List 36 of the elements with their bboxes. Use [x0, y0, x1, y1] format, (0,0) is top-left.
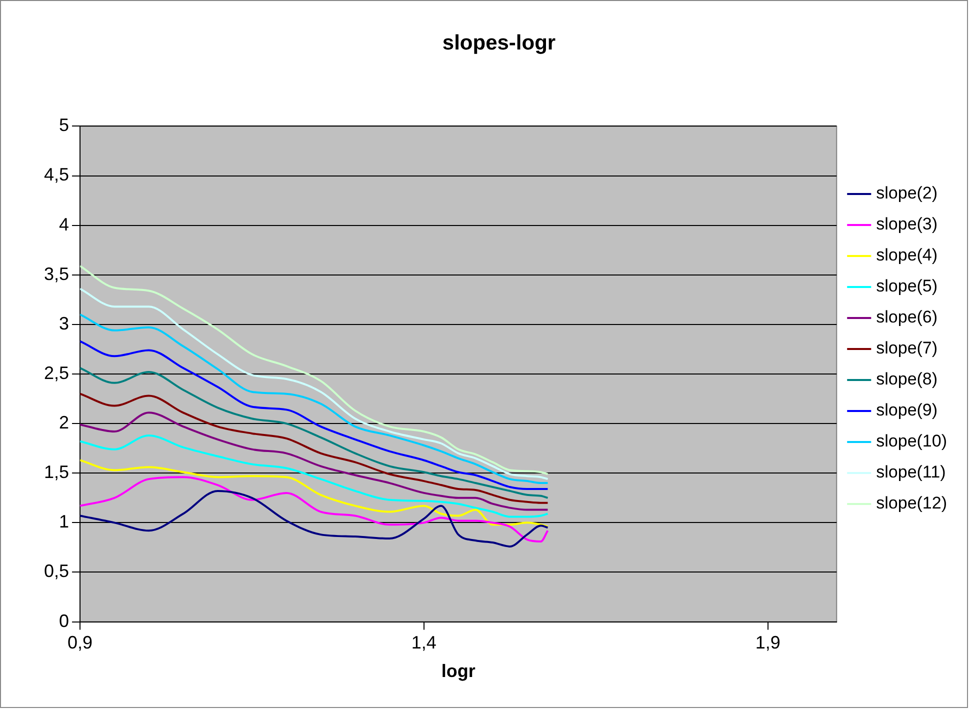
y-tick-label: 1: [59, 512, 70, 532]
y-tick-label: 5: [59, 115, 70, 136]
legend-label: slope(9): [876, 400, 938, 420]
x-tick-label: 0,9: [68, 632, 93, 653]
legend-label: slope(12): [876, 494, 948, 513]
line-series: [80, 490, 549, 548]
x-axis-title: logr: [441, 661, 476, 682]
legend-label: slope(5): [876, 276, 938, 296]
legend-label: slope(4): [876, 246, 938, 265]
line-series: [80, 367, 549, 499]
line-series: [80, 476, 549, 543]
line-series: [80, 340, 549, 490]
y-tick-label: 4: [59, 214, 70, 234]
line-series: [80, 314, 549, 484]
y-tick-label: 3: [59, 313, 70, 334]
legend-label: slope(11): [876, 462, 946, 482]
y-tick-label: 0,5: [44, 561, 70, 582]
line-series: [80, 459, 549, 528]
y-tick-label: 2,5: [44, 362, 70, 383]
y-tick-label: 1,5: [44, 462, 70, 482]
chart-title: slopes-logr: [442, 31, 556, 54]
legend-label: slope(6): [876, 308, 938, 327]
line-series: [80, 392, 549, 504]
y-tick-label: 4,5: [44, 164, 70, 185]
y-tick-label: 3,5: [44, 264, 70, 284]
legend-label: slope(10): [876, 432, 948, 451]
legend-label: slope(8): [876, 370, 938, 389]
line-series: [80, 412, 549, 511]
x-tick-label: 1,4: [411, 632, 436, 653]
x-tick-label: 1,9: [755, 632, 780, 653]
legend-label: slope(7): [876, 338, 938, 358]
y-tick-label: 2: [59, 412, 70, 433]
y-tick-label: 0: [59, 610, 70, 631]
line-series: [80, 434, 549, 518]
legend-label: slope(3): [876, 214, 938, 234]
legend-label: slope(2): [876, 184, 938, 203]
